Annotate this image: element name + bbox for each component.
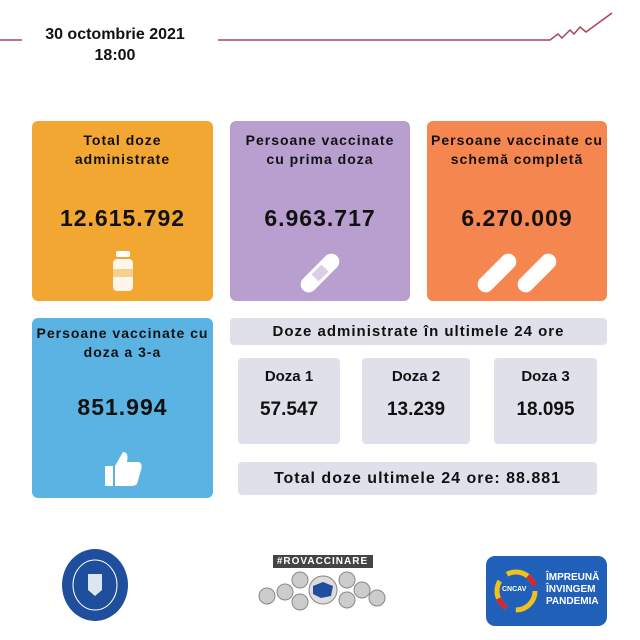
dose-box-2: Doza 2 13.239 (362, 358, 470, 444)
report-date: 30 octombrie 2021 (45, 26, 185, 43)
dose-box-3: Doza 3 18.095 (494, 358, 597, 444)
card-title: Total doze administrate (74, 132, 171, 167)
dose-box-1: Doza 1 57.547 (238, 358, 340, 444)
rovaccinare-logo: #ROVACCINARE (255, 555, 390, 615)
card-value: 6.270.009 (461, 205, 573, 231)
last24-title: Doze administrate în ultimele 24 ore (230, 318, 607, 345)
header-trend-line (0, 12, 613, 41)
card-first-dose: Persoane vaccinate cu prima doza 6.963.7… (230, 121, 410, 301)
card-value: 6.963.717 (264, 205, 376, 231)
gov-romania-logo (58, 548, 132, 622)
card-total-doses: Total doze administrate 12.615.792 (32, 121, 213, 301)
hexagon-icons (258, 571, 386, 611)
report-datetime: 30 octombrie 2021 18:00 (30, 24, 200, 66)
dose-label: Doza 1 (264, 368, 314, 385)
bandage-icon (300, 253, 340, 293)
dose-label: Doza 2 (391, 368, 441, 385)
card-complete-scheme: Persoane vaccinate cu schemă completă 6.… (427, 121, 607, 301)
cncav-ring (494, 569, 538, 613)
dose-value: 18.095 (516, 399, 575, 420)
card-title: Persoane vaccinate cu prima doza (245, 132, 395, 167)
card-value: 851.994 (77, 394, 168, 420)
report-time: 18:00 (94, 47, 136, 64)
last24-total: Total doze ultimele 24 ore: 88.881 (238, 462, 597, 495)
vaccine-vial-icon (112, 251, 133, 291)
cncav-slogan: ÎMPREUNĂ ÎNVINGEM PANDEMIA (546, 572, 600, 607)
thumbs-up-icon (104, 452, 142, 486)
card-title: Persoane vaccinate cu doza a 3-a (36, 325, 209, 360)
dose-value: 57.547 (259, 399, 319, 420)
two-bandages-icon (477, 253, 557, 293)
cncav-label: CNCAV (502, 586, 527, 593)
card-title: Persoane vaccinate cu schemă completă (431, 132, 603, 167)
rovaccinare-label: #ROVACCINARE (272, 555, 373, 568)
cncav-logo: CNCAV ÎMPREUNĂ ÎNVINGEM PANDEMIA (486, 556, 607, 626)
card-value: 12.615.792 (59, 205, 186, 231)
dose-label: Doza 3 (521, 368, 570, 385)
card-third-dose: Persoane vaccinate cu doza a 3-a 851.994 (32, 318, 213, 498)
dose-value: 13.239 (386, 399, 446, 420)
